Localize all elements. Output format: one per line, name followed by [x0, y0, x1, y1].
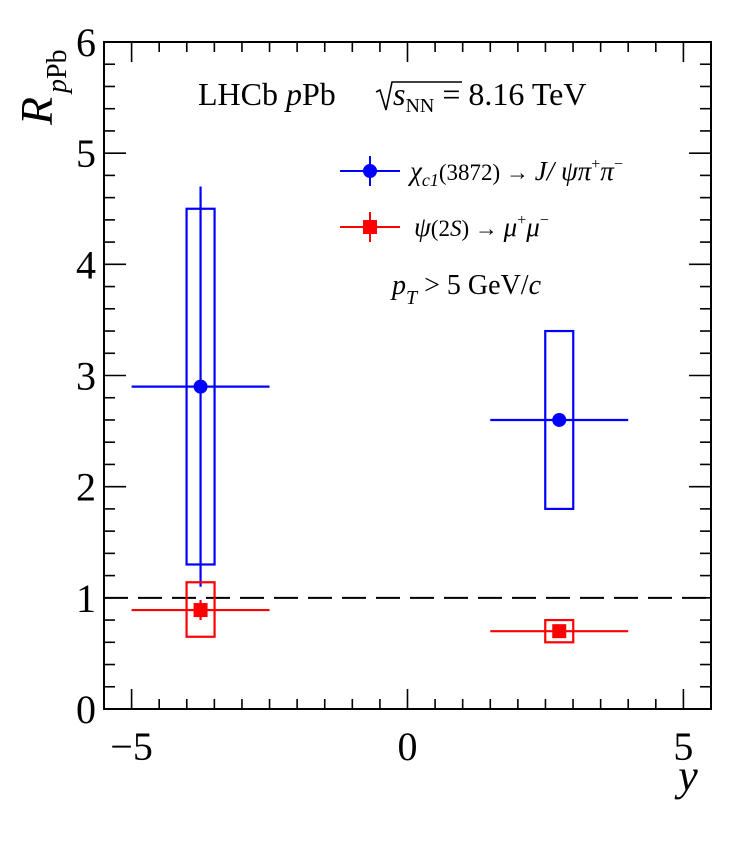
legend-x3872-marker	[363, 164, 377, 178]
legend-entry-x3872: χc1(3872) → J/ ψπ+π−	[340, 156, 623, 190]
y-tick-label: 4	[76, 242, 96, 287]
mu-plus-sign: +	[517, 212, 526, 229]
legend-psi2s-label: ψ(2S) → μ+μ−	[414, 212, 549, 242]
y-tick-label: 5	[76, 131, 96, 176]
pt-subscript: T	[406, 287, 419, 309]
s-subscript: NN	[405, 95, 434, 117]
energy-value: = 8.16 TeV	[434, 76, 586, 112]
x-axis: −5 0 5	[110, 42, 693, 769]
point-s0-p0	[193, 379, 208, 394]
mu-minus-sign: −	[540, 212, 549, 229]
jpsi-psi-pi: / ψπ	[545, 156, 593, 186]
y-tick-label: 2	[76, 465, 96, 510]
point-s0-p1	[552, 412, 567, 427]
mu-minus: μ	[525, 212, 540, 242]
pt-c: c	[529, 270, 542, 301]
psi2s-open: (2	[431, 216, 450, 241]
y-tick-label: 6	[76, 20, 96, 65]
system-pb: Pb	[302, 76, 336, 112]
pi-plus-sign: +	[591, 156, 600, 173]
pt-threshold: > 5 GeV/	[417, 270, 529, 301]
x-axis-title: y	[674, 751, 698, 800]
pt-p: p	[390, 270, 406, 301]
chi-subscript: c1	[422, 170, 439, 190]
legend: χc1(3872) → J/ ψπ+π− ψ(2S) → μ+μ− pT > 5…	[340, 156, 623, 309]
mu-plus: μ	[503, 212, 518, 242]
y-axis-title-sub: pPb	[42, 49, 73, 95]
y-axis-sub-p: p	[42, 79, 73, 95]
y-axis-title-main: R	[11, 97, 62, 126]
pi-minus: π	[600, 156, 615, 186]
s-symbol: s	[393, 76, 405, 112]
jpsi-j: J	[535, 156, 549, 186]
legend-entry-psi2s: ψ(2S) → μ+μ−	[340, 212, 549, 242]
psi2s-close: ) →	[461, 216, 503, 241]
chi-symbol: χ	[407, 156, 423, 186]
pi-minus-sign: −	[614, 156, 623, 173]
psi2s-s: S	[450, 216, 462, 241]
data-marks	[131, 186, 629, 644]
x-tick-label: −5	[110, 724, 153, 769]
legend-psi2s-marker	[363, 220, 377, 234]
y-axis-sub-pb: Pb	[42, 49, 73, 79]
psi-symbol: ψ	[414, 212, 432, 242]
legend-x3872-label: χc1(3872) → J/ ψπ+π−	[407, 156, 623, 190]
y-axis-title: R pPb	[11, 49, 73, 126]
y-axis: 0 1 2 3 4 5 6	[76, 20, 711, 732]
experiment-label: LHCb pPb	[198, 76, 336, 112]
y-tick-label: 0	[76, 687, 96, 732]
experiment-name: LHCb	[198, 76, 286, 112]
x-tick-label: 5	[673, 724, 693, 769]
pt-cut-label: pT > 5 GeV/c	[390, 270, 542, 309]
y-tick-label: 1	[76, 576, 96, 621]
x3872-mass: (3872) →	[439, 160, 535, 185]
point-s1-p0	[193, 603, 208, 618]
x-tick-label: 0	[398, 724, 418, 769]
sqrt-sign	[375, 81, 462, 111]
y-tick-label: 3	[76, 354, 96, 399]
system-p: p	[284, 76, 302, 112]
point-s1-p1	[552, 624, 567, 639]
energy-label: sNN = 8.16 TeV	[393, 76, 586, 117]
